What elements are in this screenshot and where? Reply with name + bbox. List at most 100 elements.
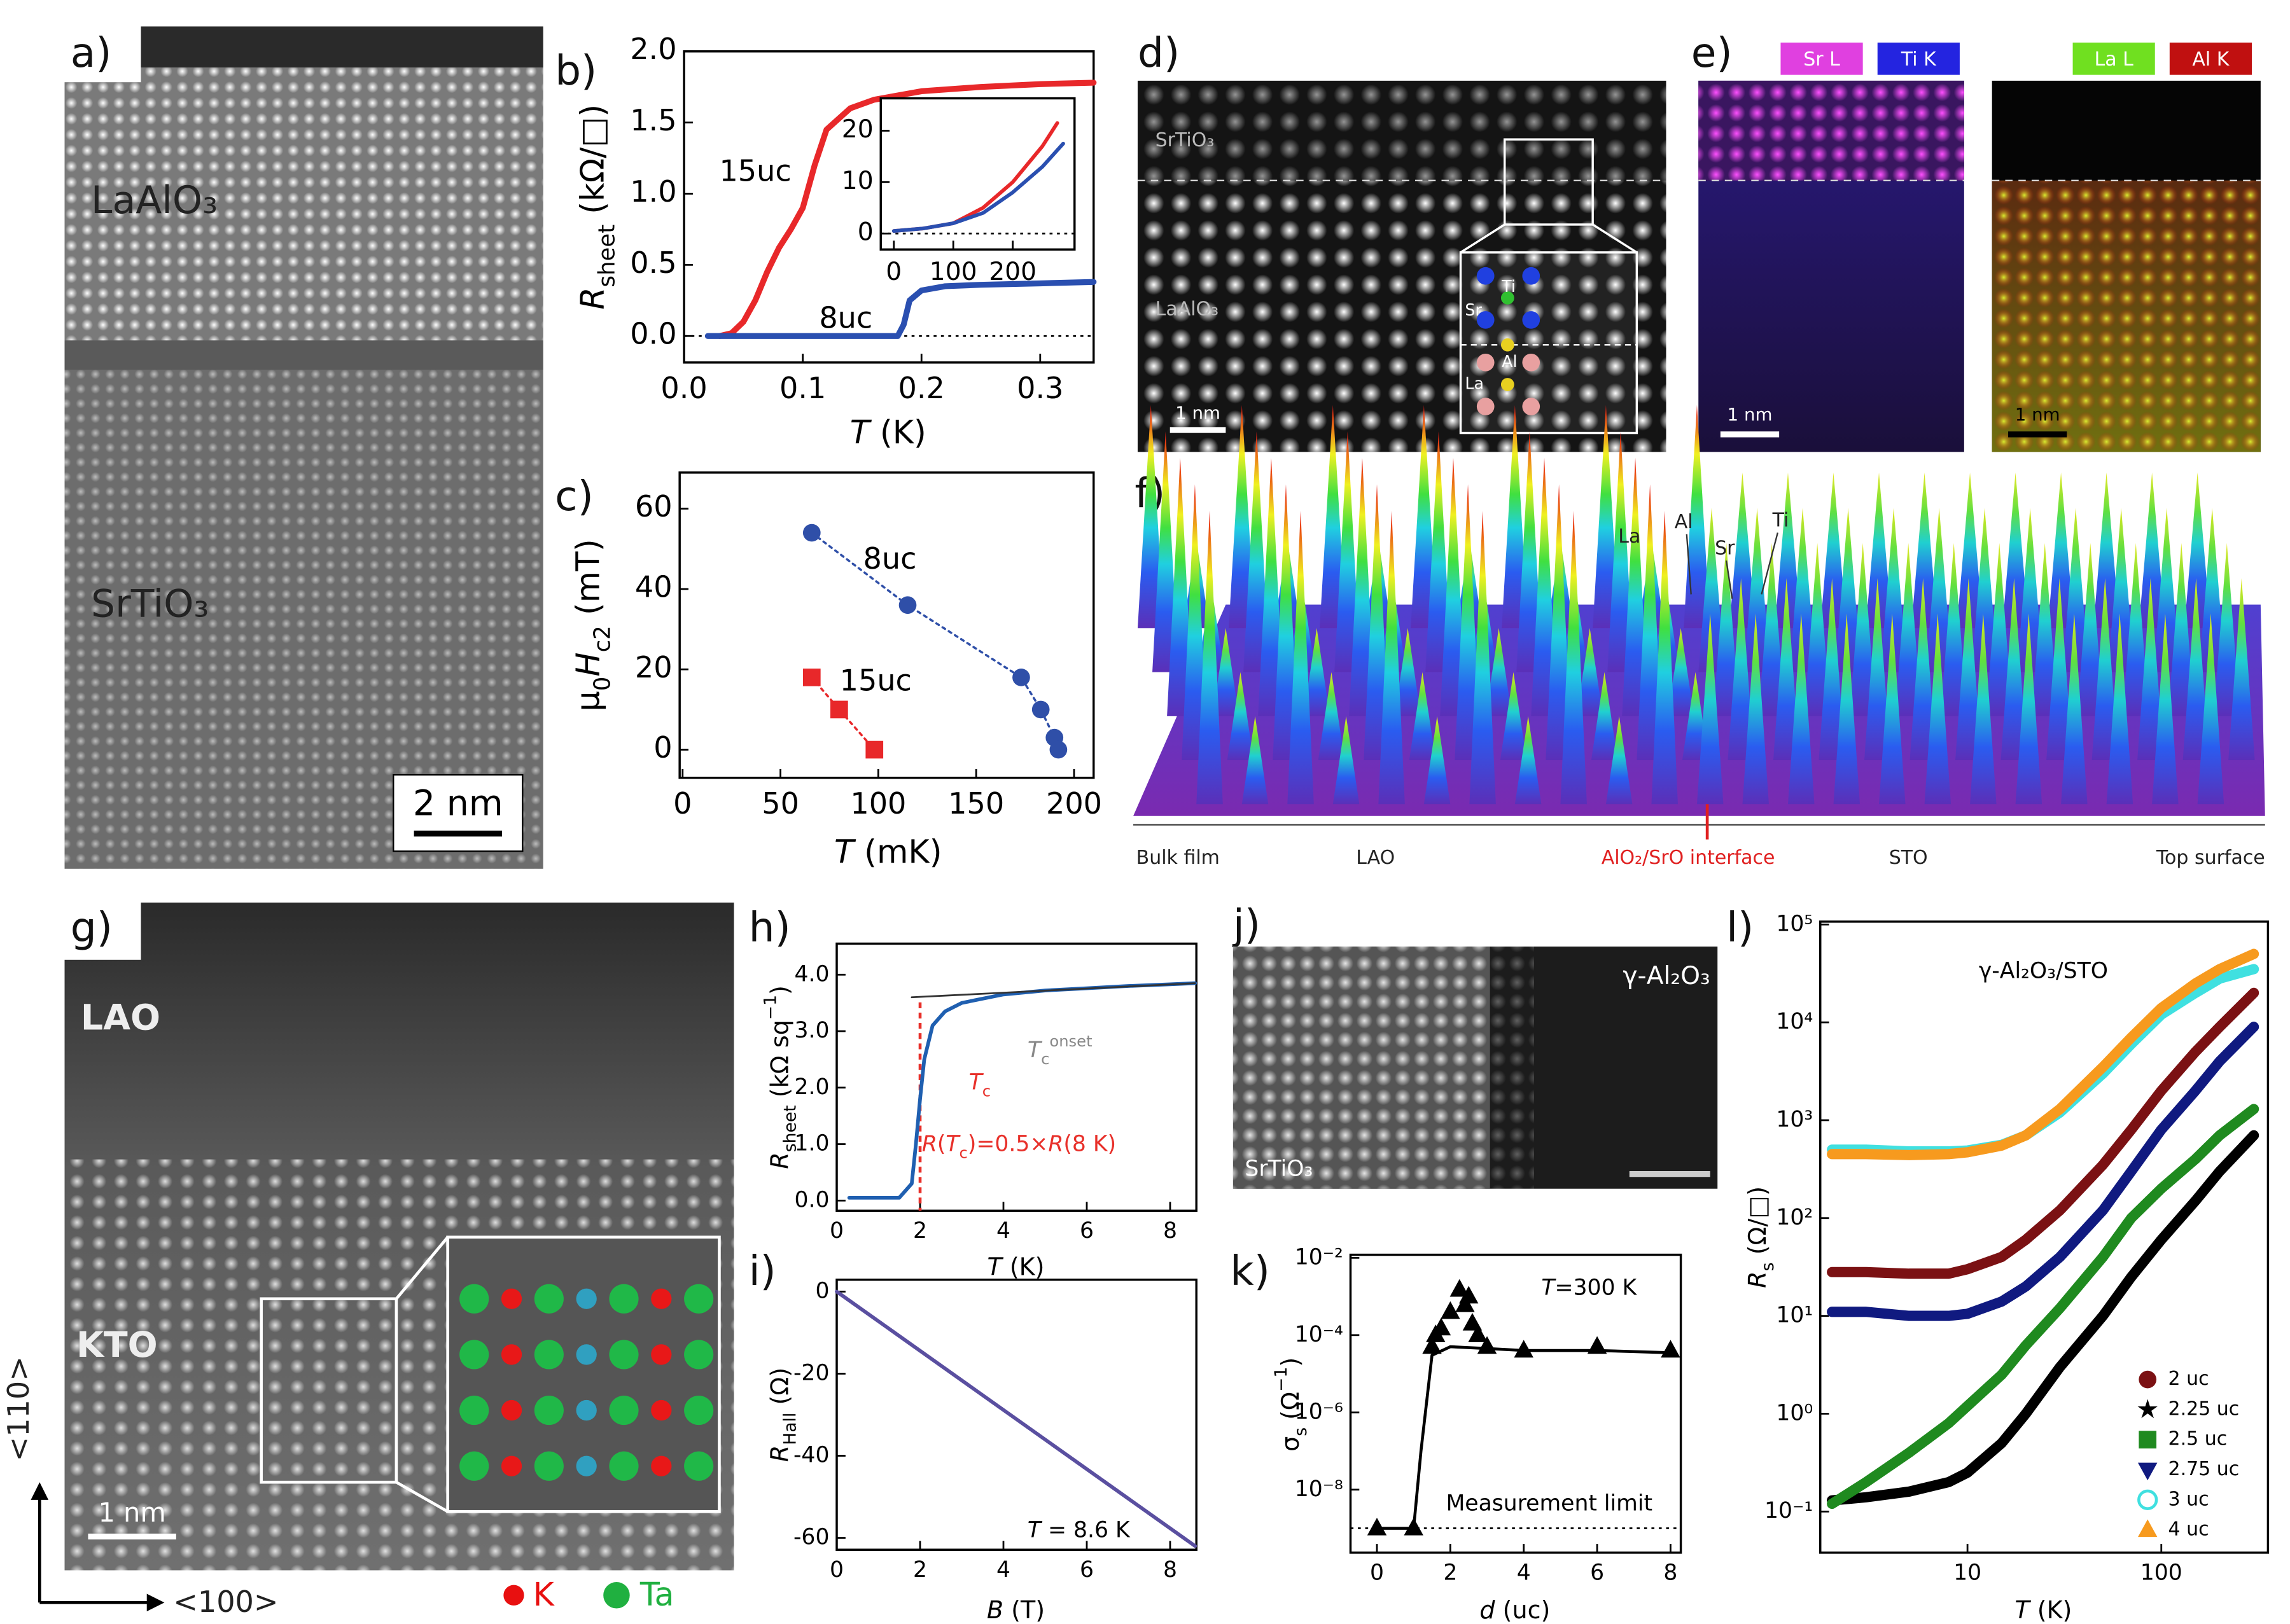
label: Rsheet (kΩ sq−1) — [760, 985, 800, 1169]
peak — [1349, 457, 1376, 716]
y-tick-label: 10² — [1776, 1205, 1813, 1230]
legend-marker — [603, 1582, 630, 1609]
marker — [865, 740, 884, 759]
atom-label: Ti — [1501, 277, 1516, 296]
atom — [501, 1288, 522, 1309]
tag — [1780, 42, 1863, 75]
layer-label: SrTiO₃ — [1245, 1156, 1313, 1182]
tag — [2169, 42, 2252, 75]
panel-j: j) γ-Al₂O₃ SrTiO₃ — [1232, 901, 1718, 1189]
peak — [1713, 543, 1740, 716]
label-part: sheet — [594, 225, 620, 288]
label-part: R — [765, 1152, 793, 1169]
legend-label: 2.75 uc — [2168, 1458, 2240, 1480]
legend-marker — [2137, 1489, 2158, 1510]
peak — [2197, 613, 2224, 805]
label: T (K) — [987, 1253, 1044, 1280]
y-tick-label: 40 — [635, 569, 673, 604]
label-part: )=0.5× — [968, 1132, 1048, 1157]
y-tick-label: 10³ — [1776, 1107, 1813, 1132]
layer-label: LaAlO₃ — [1155, 298, 1219, 320]
y-tick-label: 0.0 — [794, 1187, 829, 1212]
label-part: (kΩ sq — [765, 1020, 793, 1105]
label: RHall (Ω) — [765, 1368, 800, 1462]
scale-box — [393, 774, 524, 852]
y-tick-label: 0.5 — [630, 246, 676, 280]
peak — [1866, 472, 1892, 628]
label-part: (K) — [2030, 1596, 2072, 1624]
axis-label: Top surface — [2156, 847, 2265, 869]
x-tick-label: 0 — [1370, 1560, 1384, 1586]
label-part: μ — [569, 691, 606, 711]
peak — [1820, 472, 1847, 628]
tag-label: La L — [2094, 48, 2133, 71]
panel-f: f) — [1133, 405, 2265, 816]
label-part: c2 — [589, 625, 615, 652]
marker — [802, 524, 821, 542]
zoom-line — [395, 1481, 449, 1513]
label-part: (mK) — [854, 833, 942, 871]
zoom-box — [1503, 138, 1594, 226]
label-bg — [44, 898, 141, 960]
atom — [1522, 267, 1540, 285]
series-line — [1827, 987, 2259, 1279]
peak — [1911, 472, 1938, 628]
marker — [1458, 1286, 1479, 1304]
atom — [651, 1455, 672, 1476]
peak — [2137, 578, 2164, 761]
peak — [1303, 628, 1330, 716]
layer-label: γ-Al₂O₃ — [1623, 962, 1710, 990]
legend-label: 2 uc — [2168, 1368, 2209, 1390]
label-part: B — [987, 1596, 1003, 1624]
surface-band — [64, 26, 543, 68]
atom — [576, 1344, 597, 1365]
peak — [1622, 457, 1649, 716]
label-bg — [44, 20, 141, 83]
series-line — [835, 1289, 1197, 1548]
leader — [1761, 532, 1778, 595]
scale-label: 2 nm — [413, 784, 503, 824]
zoom-box — [260, 1297, 398, 1484]
y-tick-label: 10¹ — [1776, 1303, 1813, 1328]
atom — [576, 1288, 597, 1309]
y-tick-label: 3.0 — [794, 1018, 829, 1043]
peak — [2048, 472, 2074, 628]
atom-label: Sr — [1465, 300, 1482, 319]
peak-label: La — [1618, 525, 1640, 548]
peak — [1789, 508, 1816, 672]
label-part: T — [2014, 1596, 2031, 1624]
x-tick-label: 50 — [762, 786, 799, 821]
y-tick-label: 1.0 — [630, 174, 676, 209]
legend-label: K — [533, 1576, 555, 1613]
x-tick-label: 4 — [1517, 1560, 1531, 1586]
peak — [1667, 628, 1694, 716]
peak — [1605, 716, 1633, 805]
marker — [1049, 740, 1068, 759]
x-tick-label: 8 — [1163, 1218, 1177, 1244]
peak — [1469, 510, 1496, 805]
panel-label: h) — [749, 904, 791, 952]
peak — [1742, 613, 1769, 805]
label: Rs (Ω/□) — [1743, 1186, 1778, 1288]
peak — [2214, 543, 2240, 716]
lattice — [1490, 947, 1534, 1189]
peak — [1775, 472, 1801, 628]
peak — [1531, 457, 1558, 716]
peak — [1970, 613, 1997, 805]
label-part: R — [765, 1445, 793, 1462]
arrow-head — [146, 1593, 165, 1612]
tag — [1877, 42, 1960, 75]
atom — [651, 1344, 672, 1365]
peak — [2031, 543, 2058, 716]
label: T (K) — [850, 413, 926, 451]
y-tick-label: 0 — [858, 218, 874, 247]
peak — [1925, 508, 1953, 672]
y-tick-label: 10⁻¹ — [1764, 1498, 1813, 1523]
label-part: Measurement limit — [1446, 1491, 1652, 1516]
peak — [1591, 672, 1618, 761]
marker — [1422, 1336, 1442, 1354]
marker — [898, 596, 917, 614]
legend-label: 3 uc — [2168, 1488, 2209, 1510]
label: B (T) — [987, 1596, 1045, 1624]
label: Rsheet (kΩ/□) — [573, 104, 619, 310]
